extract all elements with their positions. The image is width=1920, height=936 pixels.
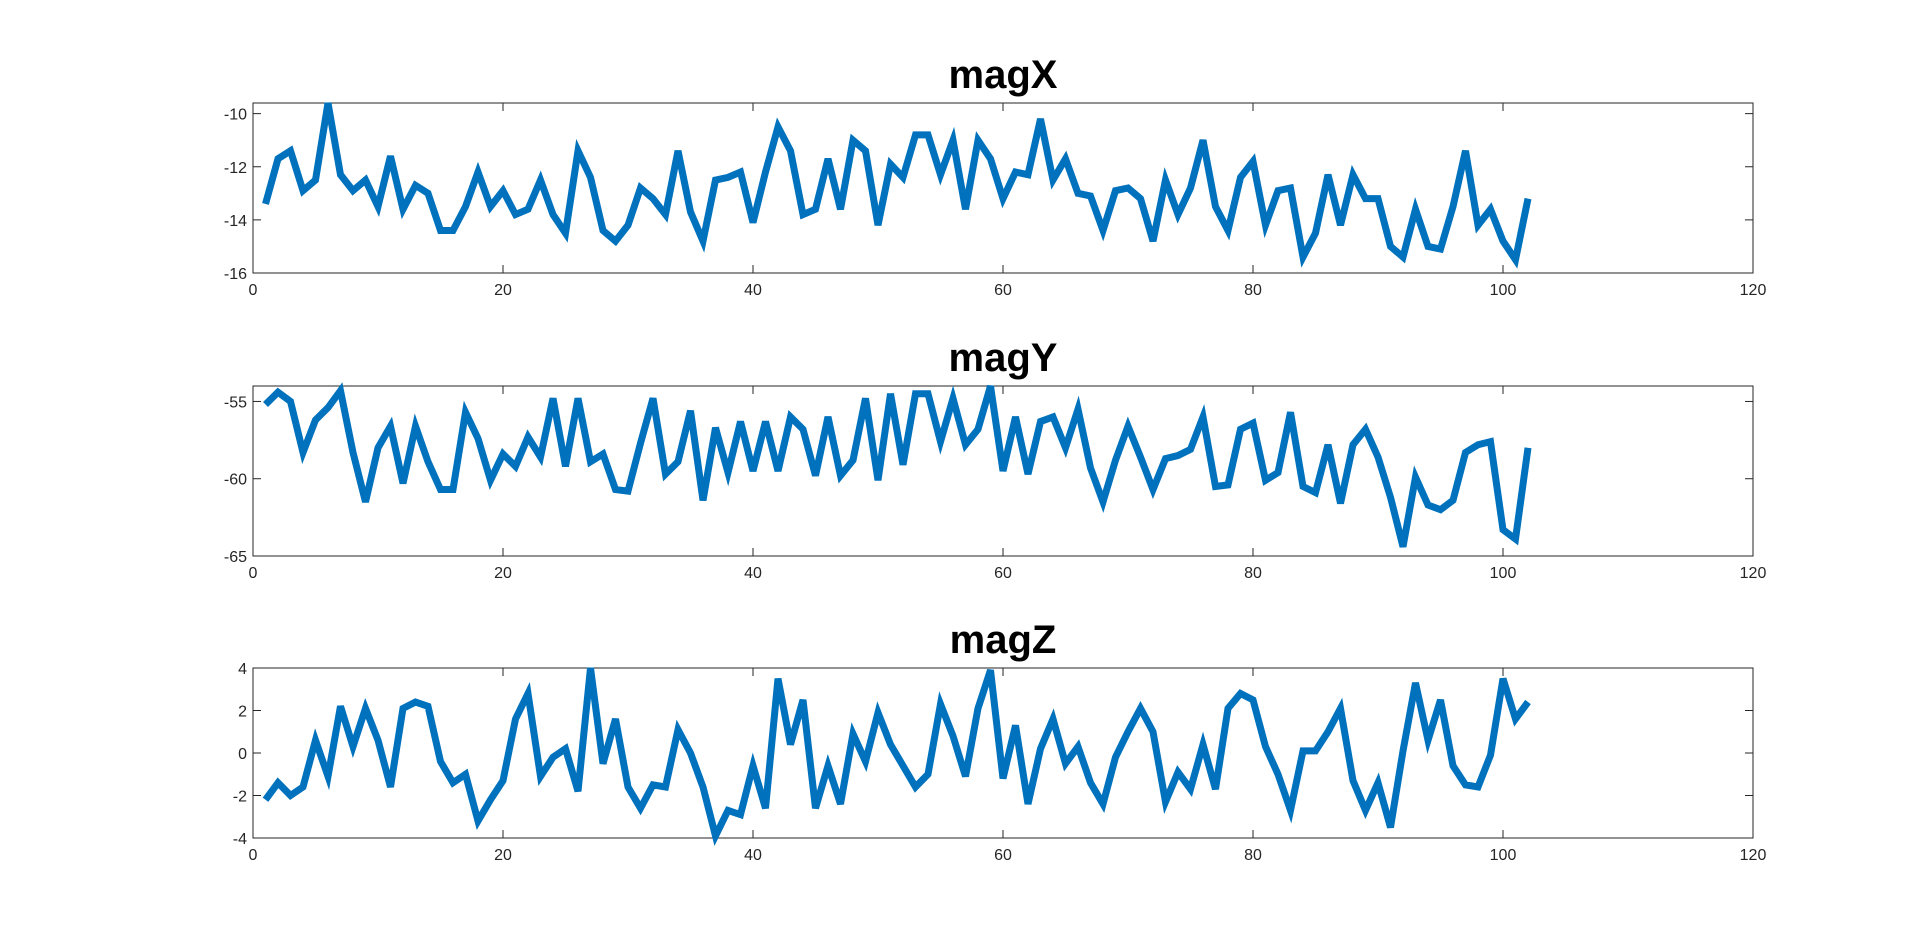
x-tick-label: 80 xyxy=(1244,565,1262,582)
chart-title: magZ xyxy=(950,618,1057,662)
subplot-magZ: 0 20 40 60 80 100 120 -4 -2 0 2 4 magZ xyxy=(233,618,1767,864)
x-tick-label: 60 xyxy=(994,847,1012,864)
x-tick-label: 100 xyxy=(1490,565,1517,582)
chart-title: magX xyxy=(949,53,1058,97)
subplot-magY: 0 20 40 60 80 100 120 -65 -60 -55 magY xyxy=(224,336,1767,582)
chart-title: magY xyxy=(949,336,1058,380)
y-tick-label: -2 xyxy=(233,789,247,806)
series-line xyxy=(263,382,1532,548)
x-tick-label: 100 xyxy=(1490,282,1517,299)
x-tick-label: 120 xyxy=(1740,282,1767,299)
x-tick-label: 40 xyxy=(744,565,762,582)
y-tick-label: -65 xyxy=(224,549,247,566)
y-tick-label: -4 xyxy=(233,831,247,848)
subplot-magX: 0 20 40 60 80 100 120 -16 -14 -12 -10 magX xyxy=(224,53,1767,299)
x-tick-label: 120 xyxy=(1740,565,1767,582)
series-line xyxy=(262,102,1532,269)
y-tick-label: -12 xyxy=(224,160,247,177)
y-tick-label: 2 xyxy=(238,704,247,721)
y-tick-label: -10 xyxy=(224,107,247,124)
x-tick-label: 120 xyxy=(1740,847,1767,864)
x-tick-label: 20 xyxy=(494,282,512,299)
x-tick-label: 40 xyxy=(744,847,762,864)
y-tick-label: 4 xyxy=(238,661,247,678)
x-tick-label: 80 xyxy=(1244,847,1262,864)
x-tick-label: 20 xyxy=(494,847,512,864)
y-tick-label: -16 xyxy=(224,266,247,283)
x-tick-label: 100 xyxy=(1490,847,1517,864)
y-tick-label: 0 xyxy=(238,746,247,763)
x-tick-label: 0 xyxy=(249,565,258,582)
x-tick-label: 80 xyxy=(1244,282,1262,299)
y-tick-label: -14 xyxy=(224,213,247,230)
x-tick-label: 60 xyxy=(994,565,1012,582)
y-tick-label: -55 xyxy=(224,394,247,411)
x-tick-label: 0 xyxy=(249,847,258,864)
x-tick-label: 0 xyxy=(249,282,258,299)
x-tick-label: 20 xyxy=(494,565,512,582)
x-tick-label: 60 xyxy=(994,282,1012,299)
y-tick-label: -60 xyxy=(224,472,247,489)
series-line xyxy=(262,667,1531,846)
x-tick-label: 40 xyxy=(744,282,762,299)
